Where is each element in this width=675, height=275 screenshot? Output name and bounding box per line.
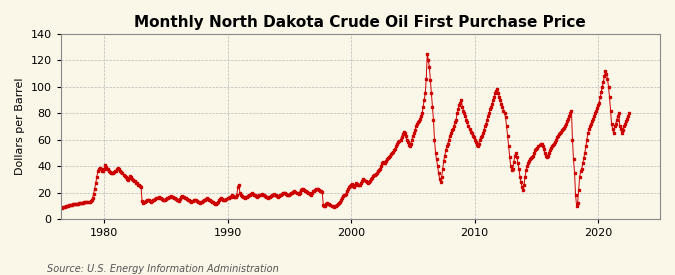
Y-axis label: Dollars per Barrel: Dollars per Barrel [15, 78, 25, 175]
Text: Source: U.S. Energy Information Administration: Source: U.S. Energy Information Administ… [47, 264, 279, 274]
Title: Monthly North Dakota Crude Oil First Purchase Price: Monthly North Dakota Crude Oil First Pur… [134, 15, 586, 30]
